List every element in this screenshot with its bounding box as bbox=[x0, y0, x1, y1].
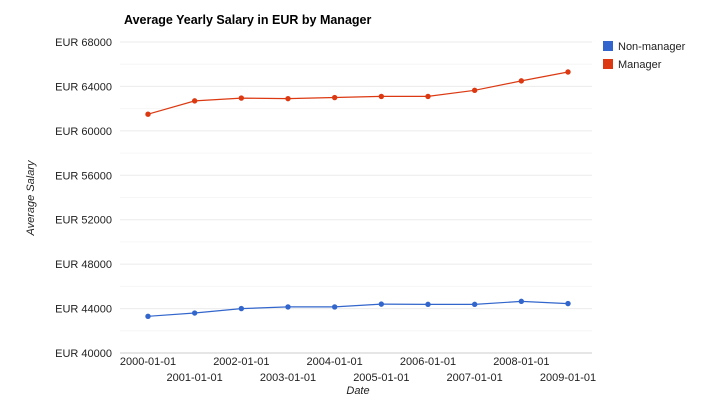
x-tick-label: 2002-01-01 bbox=[213, 356, 269, 368]
data-point[interactable] bbox=[238, 305, 245, 312]
x-axis-title: Date bbox=[346, 385, 369, 397]
series-non-manager bbox=[145, 298, 571, 320]
y-tick-label: EUR 60000 bbox=[55, 126, 112, 138]
data-point[interactable] bbox=[425, 301, 431, 308]
series-manager bbox=[145, 69, 571, 117]
data-point[interactable] bbox=[285, 95, 291, 102]
y-tick-label: EUR 52000 bbox=[55, 215, 112, 227]
data-point[interactable] bbox=[378, 301, 385, 307]
data-point[interactable] bbox=[471, 301, 478, 308]
data-point[interactable] bbox=[145, 313, 151, 320]
y-tick-label: EUR 56000 bbox=[55, 170, 112, 182]
data-point[interactable] bbox=[331, 94, 338, 101]
legend-label[interactable]: Non-manager bbox=[618, 41, 686, 53]
x-tick-label: 2007-01-01 bbox=[447, 372, 503, 384]
data-point[interactable] bbox=[145, 111, 151, 117]
gridlines bbox=[120, 41, 592, 354]
legend-label[interactable]: Manager bbox=[618, 59, 662, 71]
series-line bbox=[147, 300, 569, 317]
data-point[interactable] bbox=[565, 69, 571, 75]
x-axis-ticks: 2000-01-01 2001-01-01 2002-01-01 2003-01-01… bbox=[120, 356, 596, 384]
y-tick-label: EUR 48000 bbox=[55, 259, 112, 271]
y-axis-ticks: EUR 40000 EUR 44000 EUR 48000 EUR 52000 EUR … bbox=[55, 37, 112, 360]
data-point[interactable] bbox=[378, 93, 385, 100]
x-tick-label: 2008-01-01 bbox=[493, 356, 549, 368]
x-tick-label: 2004-01-01 bbox=[307, 356, 363, 368]
data-point[interactable] bbox=[238, 95, 245, 101]
x-tick-label: 2009-01-01 bbox=[540, 372, 596, 384]
data-point[interactable] bbox=[471, 87, 478, 94]
data-point[interactable] bbox=[331, 304, 338, 310]
legend-swatch bbox=[603, 59, 613, 69]
data-point[interactable] bbox=[565, 300, 571, 307]
chart-title: Average Yearly Salary in EUR by Manager bbox=[124, 13, 371, 27]
x-tick-label: 2001-01-01 bbox=[167, 372, 223, 384]
legend: Non-manager Manager bbox=[603, 41, 686, 71]
data-point[interactable] bbox=[518, 298, 525, 305]
data-point[interactable] bbox=[191, 98, 198, 104]
data-point[interactable] bbox=[191, 310, 198, 316]
x-tick-label: 2003-01-01 bbox=[260, 372, 316, 384]
data-point[interactable] bbox=[425, 93, 431, 100]
series-layer bbox=[145, 69, 571, 320]
legend-swatch bbox=[603, 41, 613, 51]
series-line bbox=[147, 71, 569, 115]
y-tick-label: EUR 64000 bbox=[55, 81, 112, 93]
y-tick-label: EUR 44000 bbox=[55, 304, 112, 316]
y-tick-label: EUR 68000 bbox=[55, 37, 112, 49]
data-point[interactable] bbox=[518, 78, 525, 84]
x-tick-label: 2000-01-01 bbox=[120, 356, 176, 368]
data-point[interactable] bbox=[285, 304, 291, 310]
x-tick-label: 2005-01-01 bbox=[353, 372, 409, 384]
y-tick-label: EUR 40000 bbox=[55, 348, 112, 360]
y-axis-title: Average Salary bbox=[25, 159, 37, 237]
x-tick-label: 2006-01-01 bbox=[400, 356, 456, 368]
